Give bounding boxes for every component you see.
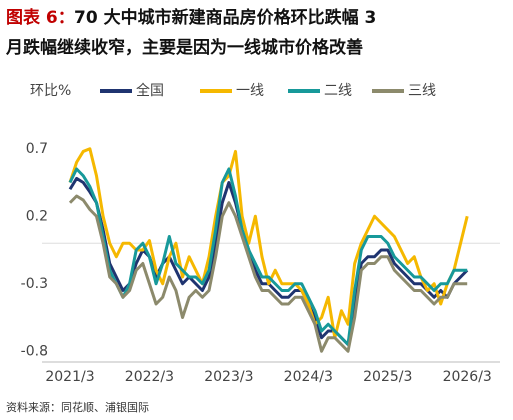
legend-label: 二线	[324, 83, 352, 99]
x-tick-label: 2022/3	[125, 369, 174, 385]
chart-title-prefix: 图表 6：	[6, 7, 75, 28]
y-tick-label: 0.7	[26, 141, 48, 157]
x-tick-label: 2025/3	[363, 369, 412, 385]
source-note: 资料来源：同花顺、浦银国际	[6, 400, 149, 414]
x-tick-label: 2021/3	[45, 369, 94, 385]
legend-label: 全国	[136, 82, 164, 99]
y-axis-label: 环比%	[30, 83, 71, 99]
y-tick-label: -0.3	[21, 276, 48, 292]
chart-title: 月跌幅继续收窄，主要是因为一线城市价格改善	[5, 37, 363, 58]
legend-label: 三线	[408, 83, 436, 99]
legend-label: 一线	[236, 83, 264, 99]
x-tick-label: 2024/3	[284, 369, 333, 385]
series-line	[68, 194, 468, 353]
x-tick-label: 2023/3	[204, 369, 253, 385]
chart-title: 70 大中城市新建商品房价格环比跌幅 3	[74, 7, 376, 28]
series-line	[68, 167, 468, 346]
y-tick-label: 0.2	[26, 208, 48, 224]
x-tick-label: 2026/3	[443, 369, 492, 385]
y-tick-label: -0.8	[21, 343, 48, 359]
